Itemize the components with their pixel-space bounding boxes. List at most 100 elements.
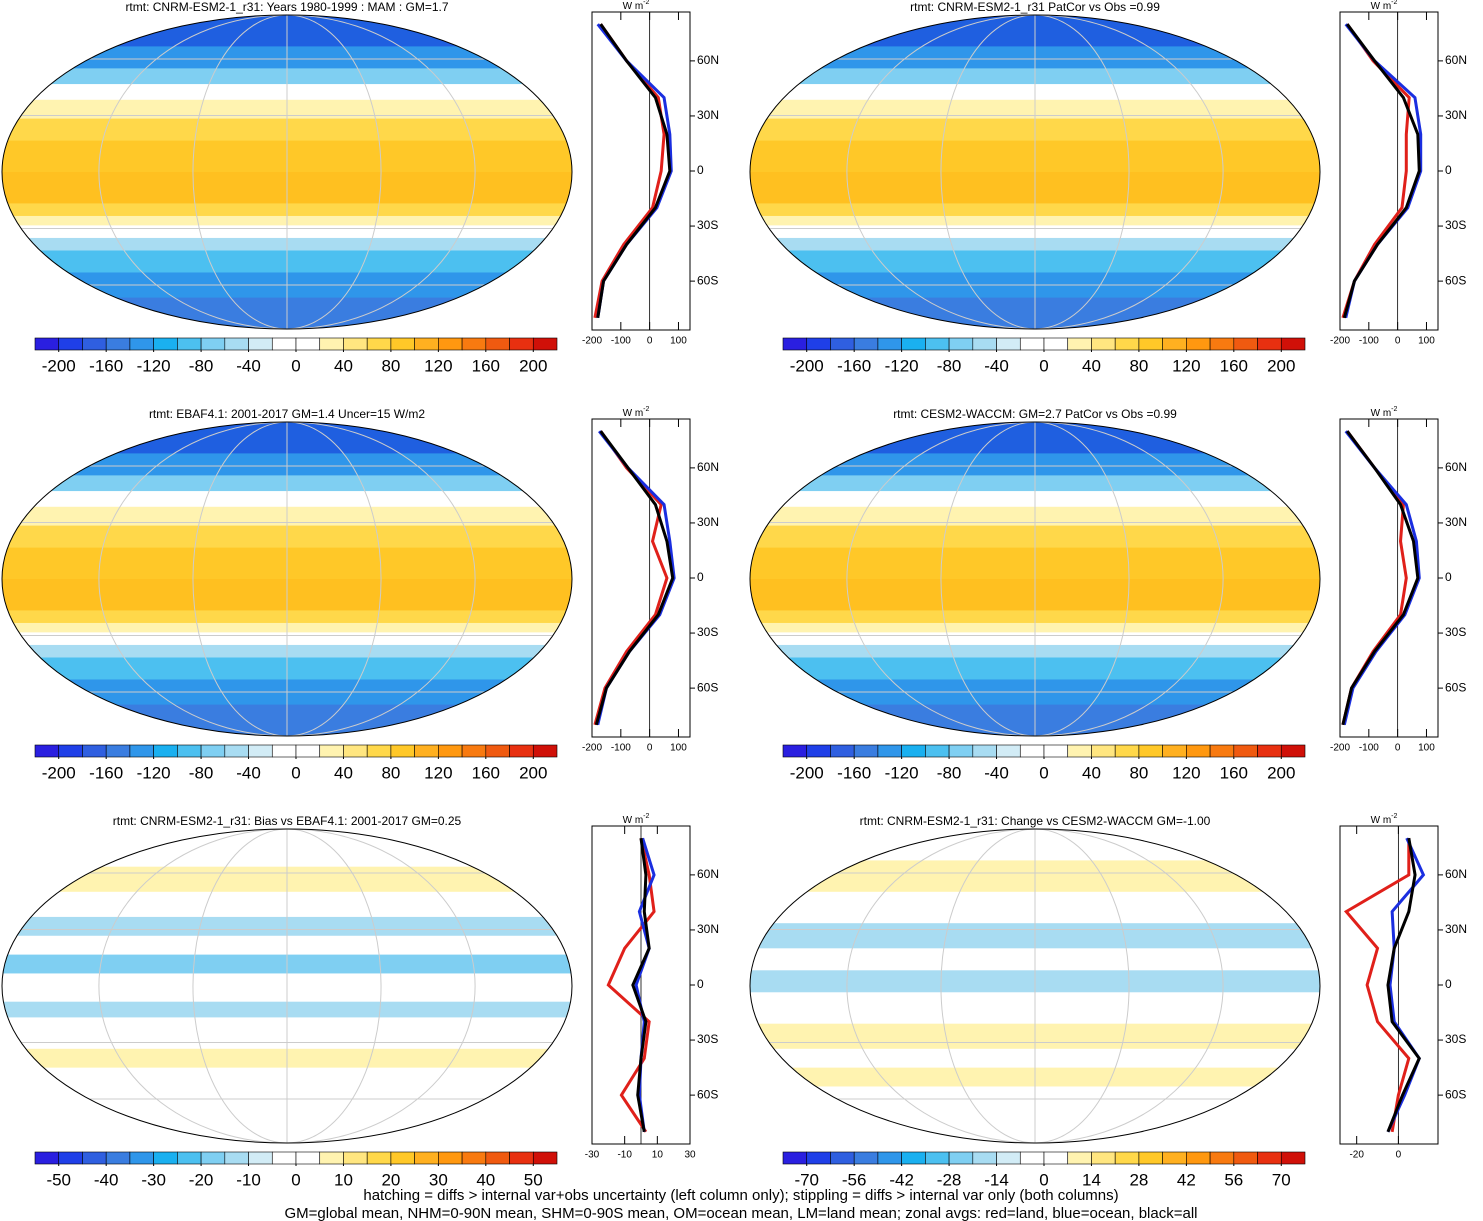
colorbar-box: [806, 744, 831, 758]
x-tick-label: 0: [1396, 1150, 1402, 1161]
colorbar-label: 0: [1039, 1170, 1048, 1189]
x-tick-label: 0: [647, 336, 653, 347]
colorbar-box: [1091, 1151, 1116, 1165]
map-graticule: [98, 422, 476, 736]
map-graticule: [846, 829, 1224, 1143]
colorbar-label: -80: [937, 763, 962, 782]
colorbar-box: [390, 1151, 415, 1165]
colorbar-box: [925, 337, 950, 351]
colorbar-label: -20: [189, 1170, 214, 1189]
colorbar-box: [485, 1151, 510, 1165]
colorbar-box: [343, 337, 368, 351]
x-tick-label: 100: [1418, 743, 1435, 754]
colorbar-box: [224, 337, 249, 351]
colorbar-box: [58, 337, 83, 351]
colorbar-label: -40: [236, 763, 261, 782]
colorbar-label: -200: [42, 763, 76, 782]
zonal-unit: W m-2: [1371, 813, 1398, 826]
colorbar-box: [853, 744, 879, 758]
colorbar-box: [925, 744, 950, 758]
colorbar-box: [996, 744, 1021, 758]
colorbar-box: [82, 337, 107, 351]
colorbar-box: [509, 337, 534, 351]
colorbar-box: [1257, 744, 1282, 758]
colorbar-box: [1091, 337, 1116, 351]
colorbar-box: [366, 337, 392, 351]
colorbar-label: 0: [291, 356, 300, 375]
colorbar-box: [461, 1151, 487, 1165]
colorbar-box: [248, 744, 273, 758]
y-tick-label: 60S: [1445, 680, 1466, 694]
colorbar-box: [248, 337, 273, 351]
colorbar-label: -40: [984, 763, 1009, 782]
colorbar-label: -120: [885, 356, 919, 375]
colorbar-box: [319, 337, 344, 351]
colorbar-box: [1186, 1151, 1211, 1165]
x-tick-label: 100: [670, 743, 687, 754]
colorbar-label: -30: [141, 1170, 166, 1189]
colorbar-label: -10: [236, 1170, 261, 1189]
colorbar-box: [1091, 744, 1116, 758]
panel-title: rtmt: CNRM-ESM2-1_r31: Change vs CESM2-W…: [860, 814, 1211, 828]
colorbar-label: 160: [472, 763, 500, 782]
colorbar-label: 40: [476, 1170, 495, 1189]
colorbar-label: -70: [794, 1170, 819, 1189]
map-border: [1, 828, 573, 1144]
zonal-line: [1341, 23, 1411, 319]
zonal-unit: W m-2: [623, 0, 650, 12]
colorbar-box: [34, 744, 60, 758]
colorbar-label: 0: [1039, 763, 1048, 782]
colorbar-box: [438, 1151, 463, 1165]
colorbar-box: [1280, 1151, 1306, 1165]
colorbar-box: [1114, 744, 1140, 758]
y-tick-label: 60N: [697, 53, 719, 67]
map-graticule: [846, 422, 1224, 736]
colorbar-box: [782, 1151, 808, 1165]
colorbar-label: 80: [1129, 763, 1148, 782]
colorbar-box: [1186, 744, 1211, 758]
x-tick-label: -100: [611, 336, 631, 347]
colorbar-box: [200, 337, 226, 351]
colorbar-box: [461, 744, 487, 758]
colorbar-box: [1280, 337, 1306, 351]
y-tick-label: 60S: [697, 273, 718, 287]
colorbar-box: [806, 337, 831, 351]
zonal-line: [593, 23, 666, 319]
colorbar-label: 30: [429, 1170, 448, 1189]
map-border: [1, 14, 573, 330]
colorbar-label: 10: [334, 1170, 353, 1189]
colorbar-box: [105, 1151, 131, 1165]
colorbar-box: [996, 1151, 1021, 1165]
x-tick-label: -200: [1330, 743, 1350, 754]
colorbar-label: 14: [1082, 1170, 1101, 1189]
zonal-line: [1341, 430, 1420, 726]
map-graticule: [98, 15, 476, 329]
colorbar-box: [948, 744, 974, 758]
colorbar-box: [1233, 337, 1258, 351]
colorbar-label: 28: [1129, 1170, 1148, 1189]
colorbar-label: 80: [1129, 356, 1148, 375]
map-graticule: [192, 422, 382, 736]
panel-title: rtmt: EBAF4.1: 2001-2017 GM=1.4 Uncer=15…: [149, 407, 425, 421]
map-graticule: [940, 422, 1130, 736]
y-tick-label: 60N: [1445, 53, 1467, 67]
panel-title: rtmt: CNRM-ESM2-1_r31: Bias vs EBAF4.1: …: [113, 814, 462, 828]
colorbar-label: -160: [89, 356, 123, 375]
panel-title: rtmt: CNRM-ESM2-1_r31: Years 1980-1999 :…: [125, 0, 448, 14]
colorbar-box: [806, 1151, 831, 1165]
map-graticule: [940, 829, 1130, 1143]
colorbar-box: [1067, 337, 1092, 351]
colorbar-label: 40: [1082, 763, 1101, 782]
colorbar-box: [1138, 337, 1163, 351]
colorbar-box: [129, 337, 154, 351]
y-tick-label: 60S: [1445, 273, 1466, 287]
y-tick-label: 30N: [697, 515, 719, 529]
colorbar-label: 80: [381, 356, 400, 375]
map-border: [749, 421, 1321, 737]
zonal-frame: [1339, 418, 1439, 738]
colorbar-box: [996, 337, 1021, 351]
colorbar-box: [295, 744, 321, 758]
colorbar-box: [414, 744, 439, 758]
y-tick-label: 30S: [1445, 625, 1466, 639]
